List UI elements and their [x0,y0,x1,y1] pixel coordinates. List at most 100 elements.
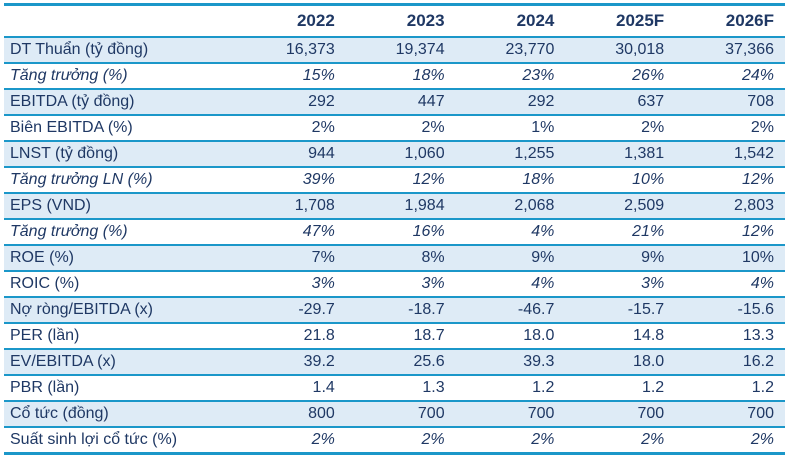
cell-value: 23% [455,63,566,90]
cell-value: 1,708 [236,193,346,220]
cell-value: 1.2 [455,375,566,402]
table-row: EPS (VND) 1,708 1,984 2,068 2,509 2,803 [4,193,785,220]
row-label: DT Thuẩn (tỷ đồng) [4,37,236,64]
cell-value: 1,381 [565,141,676,168]
cell-value: 2% [675,115,785,142]
table-row: Cổ tức (đồng) 800 700 700 700 700 [4,401,785,428]
table-row: LNST (tỷ đồng) 944 1,060 1,255 1,381 1,542 [4,141,785,168]
table-header-row: 2022 2023 2024 2025F 2026F [4,4,785,38]
table-body: DT Thuẩn (tỷ đồng) 16,373 19,374 23,770 30,0… [4,37,785,455]
cell-value: 37,366 [675,37,785,64]
cell-value: 2% [675,427,785,455]
financial-summary-table: 2022 2023 2024 2025F 2026F DT Thuẩn (tỷ đồng… [4,3,785,455]
row-label: PBR (lần) [4,375,236,402]
cell-value: 47% [236,219,346,246]
cell-value: 13.3 [675,323,785,350]
cell-value: 18.7 [345,323,456,350]
metric-column-corner-cell [4,4,236,38]
cell-value: 2% [345,115,456,142]
table-header: 2022 2023 2024 2025F 2026F [4,4,785,38]
year-column-header: 2023 [345,4,456,38]
row-label: EPS (VND) [4,193,236,220]
cell-value: 9% [455,245,566,272]
cell-value: 2% [236,427,346,455]
cell-value: 1.3 [345,375,456,402]
cell-value: 24% [675,63,785,90]
cell-value: 39% [236,167,346,194]
cell-value: 2% [236,115,346,142]
cell-value: 2% [345,427,456,455]
row-label: Suất sinh lợi cổ tức (%) [4,427,236,455]
cell-value: 3% [345,271,456,298]
cell-value: 2% [565,115,676,142]
cell-value: 2,068 [455,193,566,220]
row-label: ROIC (%) [4,271,236,298]
cell-value: 16% [345,219,456,246]
table-row: PBR (lần) 1.4 1.3 1.2 1.2 1.2 [4,375,785,402]
cell-value: 39.3 [455,349,566,376]
cell-value: 1,984 [345,193,456,220]
cell-value: 14.8 [565,323,676,350]
cell-value: 10% [565,167,676,194]
row-label: EBITDA (tỷ đồng) [4,89,236,116]
table-row: EBITDA (tỷ đồng) 292 447 292 637 708 [4,89,785,116]
table-row: EV/EBITDA (x) 39.2 25.6 39.3 18.0 16.2 [4,349,785,376]
table-row: PER (lần) 21.8 18.7 18.0 14.8 13.3 [4,323,785,350]
cell-value: 9% [565,245,676,272]
cell-value: 1.4 [236,375,346,402]
cell-value: -18.7 [345,297,456,324]
cell-value: 39.2 [236,349,346,376]
cell-value: 1% [455,115,566,142]
cell-value: 292 [455,89,566,116]
cell-value: 447 [345,89,456,116]
year-column-header: 2022 [236,4,346,38]
cell-value: 2,509 [565,193,676,220]
cell-value: 700 [455,401,566,428]
cell-value: 18% [455,167,566,194]
cell-value: 21% [565,219,676,246]
cell-value: 700 [565,401,676,428]
year-column-header: 2026F [675,4,785,38]
row-label: ROE (%) [4,245,236,272]
cell-value: 18.0 [455,323,566,350]
cell-value: 19,374 [345,37,456,64]
table-row: ROE (%) 7% 8% 9% 9% 10% [4,245,785,272]
cell-value: 1.2 [675,375,785,402]
year-column-header: 2025F [565,4,676,38]
cell-value: 2% [455,427,566,455]
table-row: Suất sinh lợi cổ tức (%) 2% 2% 2% 2% 2% [4,427,785,455]
cell-value: 4% [455,271,566,298]
table-row: DT Thuẩn (tỷ đồng) 16,373 19,374 23,770 30,0… [4,37,785,64]
table-row: Tăng trưởng LN (%) 39% 12% 18% 10% 12% [4,167,785,194]
table-row: Tăng trưởng (%) 15% 18% 23% 26% 24% [4,63,785,90]
cell-value: 637 [565,89,676,116]
cell-value: 26% [565,63,676,90]
row-label: PER (lần) [4,323,236,350]
cell-value: -15.6 [675,297,785,324]
row-label: Cổ tức (đồng) [4,401,236,428]
row-label: Biên EBITDA (%) [4,115,236,142]
table-row: Biên EBITDA (%) 2% 2% 1% 2% 2% [4,115,785,142]
cell-value: 2% [565,427,676,455]
cell-value: 1,542 [675,141,785,168]
cell-value: 3% [236,271,346,298]
cell-value: 4% [455,219,566,246]
row-label: Tăng trưởng (%) [4,219,236,246]
cell-value: 16.2 [675,349,785,376]
cell-value: 25.6 [345,349,456,376]
cell-value: 7% [236,245,346,272]
cell-value: 708 [675,89,785,116]
cell-value: 800 [236,401,346,428]
row-label: Nợ ròng/EBITDA (x) [4,297,236,324]
cell-value: 10% [675,245,785,272]
row-label: Tăng trưởng (%) [4,63,236,90]
cell-value: 12% [675,219,785,246]
cell-value: 21.8 [236,323,346,350]
cell-value: 944 [236,141,346,168]
cell-value: 12% [675,167,785,194]
cell-value: 3% [565,271,676,298]
cell-value: 15% [236,63,346,90]
table-row: Tăng trưởng (%) 47% 16% 4% 21% 12% [4,219,785,246]
year-column-header: 2024 [455,4,566,38]
cell-value: 12% [345,167,456,194]
